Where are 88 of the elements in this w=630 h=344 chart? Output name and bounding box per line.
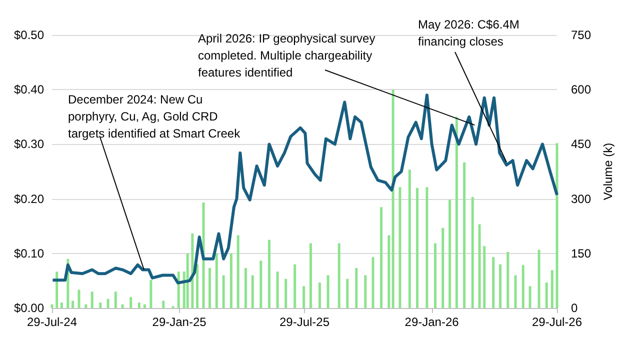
y-tick-label: $0.50: [14, 28, 44, 42]
y2-axis-title: Volume (k): [600, 142, 615, 200]
bar: [99, 302, 102, 308]
y2-tick-label: 150: [571, 246, 592, 260]
bar: [355, 268, 358, 308]
bar: [426, 187, 428, 308]
bar: [448, 200, 452, 308]
bar: [442, 228, 444, 308]
bar: [471, 196, 474, 308]
y-tick-label: $0.20: [14, 192, 44, 206]
bar: [276, 272, 279, 308]
annotation: April 2026: IP geophysical survey completed. Multiple chargeability features identified: [198, 32, 379, 80]
bar: [106, 298, 110, 308]
bar: [556, 143, 558, 308]
bar: [506, 252, 510, 308]
bar: [162, 300, 165, 308]
bar: [388, 235, 390, 308]
y2-tick-label: 0: [571, 301, 578, 315]
x-tick-label: 29-Jan-26: [404, 315, 460, 329]
bar: [60, 302, 63, 308]
y-tick-label: $0.10: [14, 246, 44, 260]
bar: [455, 116, 458, 308]
annotation: December 2024: New Cu porphyry, Cu, Ag, Gold CRD targets identified at Smart Creek: [68, 92, 242, 140]
bar: [514, 275, 517, 308]
bar: [398, 187, 402, 308]
y-tick-label: $0.40: [14, 82, 44, 97]
annotation: May 2026: C$6.4M financing closes: [418, 18, 523, 48]
bar: [130, 297, 132, 308]
y2-tick-label: 600: [571, 82, 592, 97]
bar: [338, 243, 340, 308]
y2-tick-label: 450: [571, 137, 592, 152]
bar: [434, 243, 436, 308]
bar: [408, 170, 411, 308]
bar: [208, 268, 211, 308]
bar: [492, 257, 495, 308]
bar: [346, 278, 349, 308]
bar: [528, 286, 532, 308]
bar: [196, 264, 199, 308]
x-tick-label: 29-Jan-25: [152, 315, 207, 329]
bar: [483, 246, 486, 308]
y-tick-label: $0.00: [14, 301, 44, 315]
bar: [372, 257, 374, 308]
bar: [222, 275, 225, 308]
bar: [268, 240, 270, 308]
bar: [522, 265, 524, 308]
bar: [545, 282, 548, 308]
bar: [364, 275, 367, 308]
bar: [150, 280, 152, 308]
y2-tick-label: 300: [571, 192, 592, 206]
bar: [84, 304, 88, 308]
bar: [114, 292, 117, 308]
bar: [186, 253, 189, 308]
bar: [550, 270, 554, 308]
bar: [121, 304, 124, 308]
bar: [284, 278, 288, 308]
bar: [56, 272, 58, 308]
bar: [72, 300, 74, 308]
y2-tick-label: 750: [571, 28, 592, 42]
bar: [143, 304, 146, 308]
x-tick-label: 29-Jul-26: [532, 315, 582, 329]
bar: [463, 162, 466, 308]
bar: [251, 275, 254, 308]
bar: [215, 253, 218, 308]
bar: [416, 188, 419, 308]
x-tick-label: 29-Jul-24: [26, 315, 78, 329]
bar: [318, 282, 321, 308]
line-series: [51, 94, 558, 284]
bar: [236, 235, 240, 308]
bar: [244, 268, 247, 308]
bar: [302, 286, 306, 308]
bar: [326, 275, 330, 308]
bar: [230, 253, 232, 308]
bar: [138, 302, 140, 308]
bar: [78, 290, 80, 308]
bar: [90, 292, 94, 308]
bar: [202, 202, 205, 308]
bar: [260, 260, 262, 308]
bar: [499, 264, 502, 308]
bar: [309, 243, 312, 308]
y-tick-label: $0.30: [14, 137, 44, 152]
bar: [478, 224, 481, 308]
bar: [50, 304, 54, 308]
x-tick-label: 29-Jul-25: [279, 315, 330, 329]
bar: [380, 207, 383, 308]
bar: [294, 264, 296, 308]
bar: [392, 90, 394, 308]
bar: [538, 250, 540, 308]
bar: [191, 233, 194, 308]
